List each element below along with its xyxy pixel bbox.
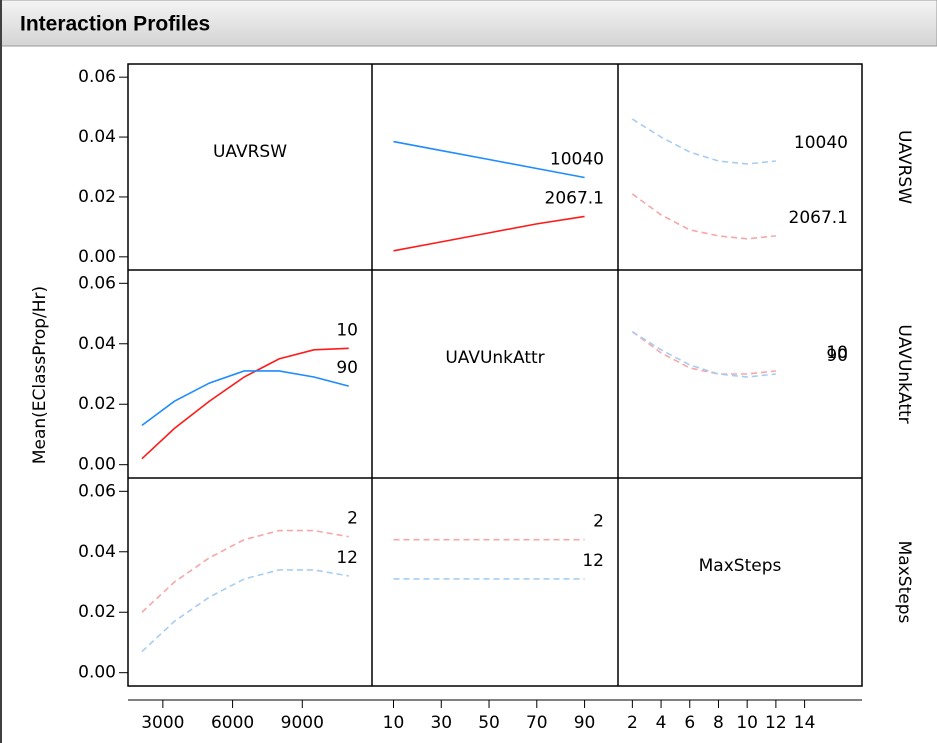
profile-level-label: 2	[593, 512, 604, 532]
y-tick-label: 0.02	[78, 394, 116, 414]
x-tick-label: 8	[713, 713, 724, 733]
x-tick-label: 10	[383, 713, 405, 733]
profile-line	[631, 118, 776, 165]
y-tick-label: 0.04	[78, 127, 116, 147]
profile-line	[141, 529, 349, 613]
x-tick-label: 4	[656, 713, 667, 733]
y-tick-label: 0.02	[78, 187, 116, 207]
profile-line	[141, 569, 349, 653]
y-tick-label: 0.04	[78, 542, 116, 562]
x-tick-label: 70	[526, 713, 548, 733]
profile-line	[393, 215, 585, 252]
profile-level-label: 2067.1	[545, 188, 604, 208]
x-tick-label: 2	[627, 713, 638, 733]
y-tick-label: 0.02	[78, 602, 116, 622]
row-factor-label: UAVUnkAttr	[894, 324, 914, 423]
profile-level-label: 10	[826, 343, 848, 363]
x-tick-label: 3000	[141, 713, 184, 733]
x-tick-label: 10	[736, 713, 758, 733]
profile-level-label: 2067.1	[789, 208, 848, 228]
row-factor-label: MaxSteps	[894, 541, 914, 624]
profile-level-label: 10040	[794, 133, 848, 153]
y-tick-label: 0.00	[78, 247, 116, 267]
x-tick-label: 6000	[211, 713, 254, 733]
profile-line	[631, 193, 776, 240]
y-tick-label: 0.00	[78, 663, 116, 683]
x-tick-label: 90	[574, 713, 596, 733]
y-tick-label: 0.06	[78, 481, 116, 501]
profile-line	[631, 331, 776, 375]
matrix-frame	[127, 63, 863, 687]
profile-level-label: 10	[336, 320, 358, 340]
x-tick-label: 6	[684, 713, 695, 733]
profile-level-label: 90	[826, 346, 848, 366]
profile-line	[141, 347, 349, 460]
profile-level-label: 90	[336, 358, 358, 378]
header-bar	[0, 0, 937, 47]
x-tick-label: 50	[478, 713, 500, 733]
profile-level-label: 12	[582, 551, 604, 571]
diagonal-factor-label: MaxSteps	[699, 556, 782, 576]
profile-line	[631, 330, 776, 378]
profile-level-label: 12	[336, 548, 358, 568]
diagonal-factor-label: UAVUnkAttr	[445, 348, 544, 368]
x-tick-label: 30	[430, 713, 452, 733]
diagonal-factor-label: UAVRSW	[213, 142, 287, 162]
y-tick-label: 0.04	[78, 334, 116, 354]
x-tick-label: 14	[794, 713, 816, 733]
profile-line	[141, 370, 349, 427]
row-factor-label: UAVRSW	[894, 130, 914, 204]
profile-level-label: 2	[347, 509, 358, 529]
y-axis-label: Mean(EClassProp/Hr)	[30, 286, 50, 464]
y-tick-label: 0.06	[78, 273, 116, 293]
x-tick-label: 9000	[281, 713, 324, 733]
y-tick-label: 0.06	[78, 67, 116, 87]
x-tick-label: 12	[765, 713, 787, 733]
profile-level-label: 10040	[550, 149, 604, 169]
y-tick-label: 0.00	[78, 455, 116, 475]
profile-line	[393, 140, 585, 179]
panel-title: Interaction Profiles	[20, 13, 210, 36]
